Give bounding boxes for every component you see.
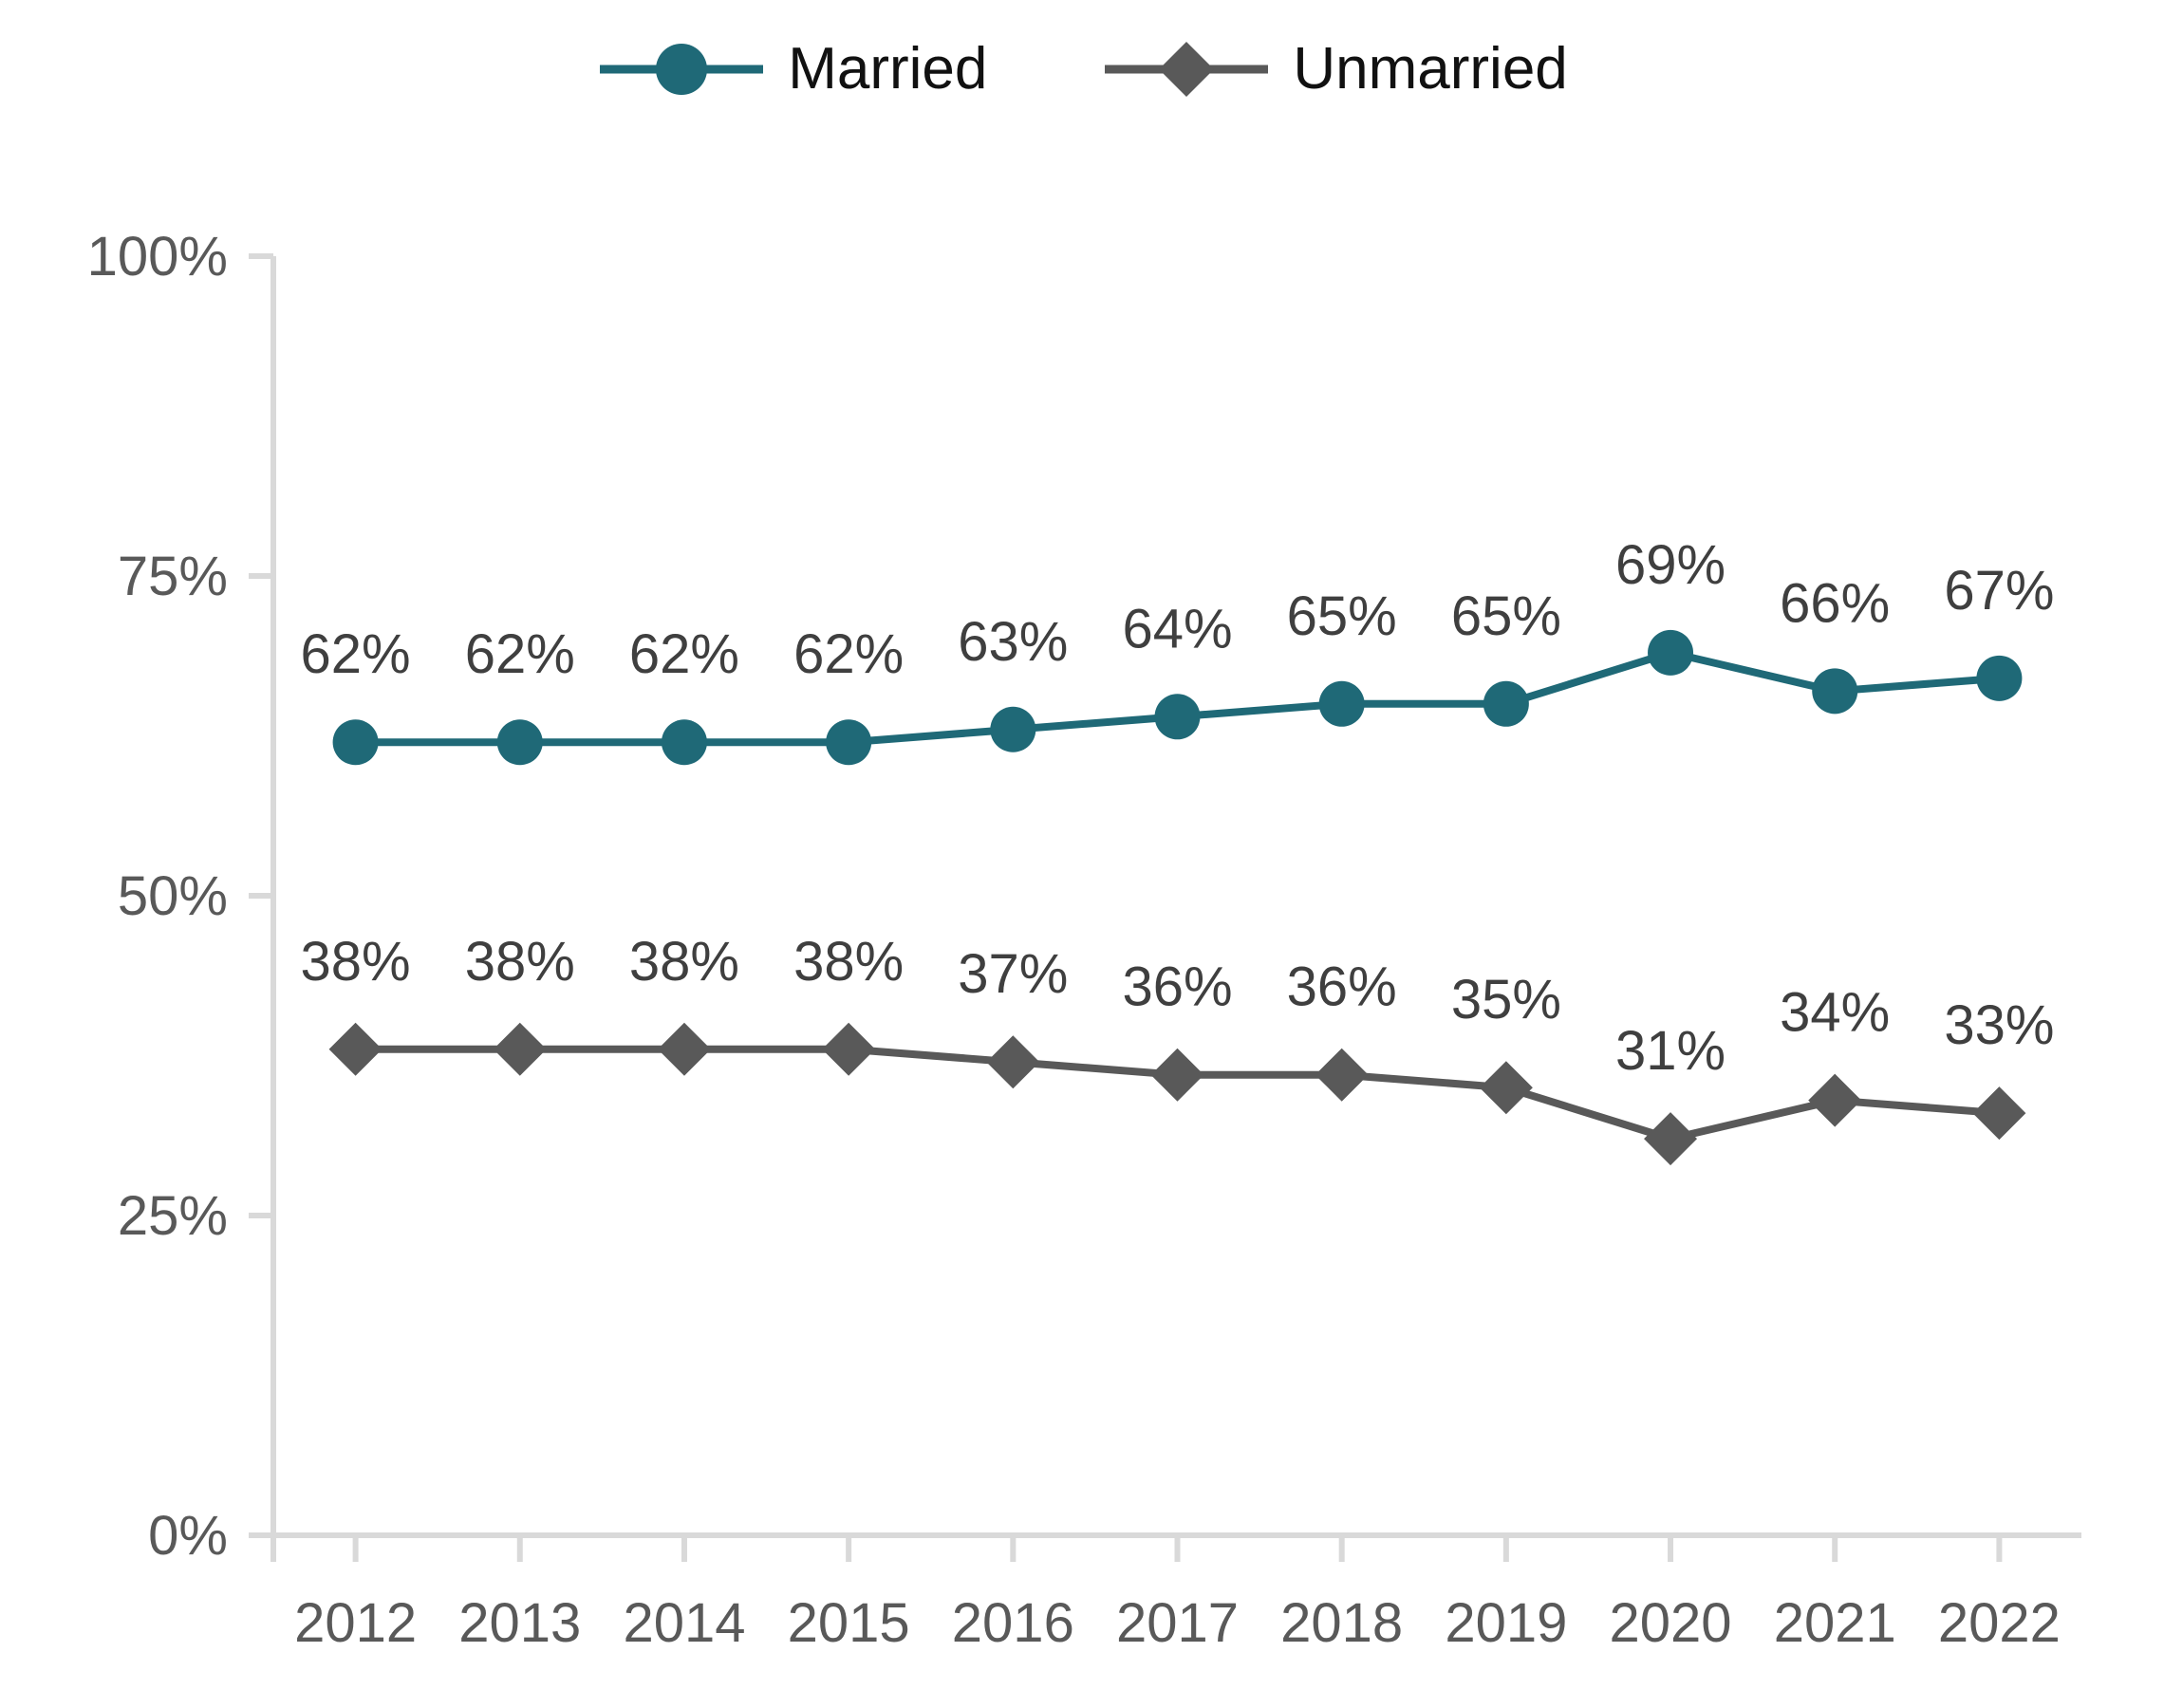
data-point-marker-unmarried <box>1479 1061 1533 1115</box>
data-point-marker-married <box>1812 668 1858 715</box>
data-point-marker-unmarried <box>328 1022 382 1076</box>
data-point-label-married: 62% <box>629 623 739 685</box>
chart-legend: Married Unmarried <box>0 27 2164 112</box>
data-point-marker-married <box>1154 694 1201 740</box>
x-axis-tick-label: 2022 <box>1938 1592 2061 1654</box>
x-axis-tick-label: 2017 <box>1116 1592 1239 1654</box>
married-line-circle-swatch <box>600 44 764 95</box>
data-point-marker-married <box>990 706 1036 752</box>
data-point-label-unmarried: 37% <box>958 943 1068 1005</box>
data-point-marker-unmarried <box>657 1022 711 1076</box>
y-axis-tick-label: 75% <box>118 546 228 607</box>
data-point-label-married: 67% <box>1944 560 2054 622</box>
legend-label-married: Married <box>788 36 988 102</box>
data-point-marker-unmarried <box>1150 1048 1204 1102</box>
legend-item-married: Married <box>596 27 987 112</box>
data-point-marker-married <box>661 719 707 766</box>
legend-label-unmarried: Unmarried <box>1293 36 1568 102</box>
x-axis-tick-label: 2012 <box>294 1592 417 1654</box>
data-point-marker-married <box>1483 680 1529 727</box>
data-point-label-married: 65% <box>1451 585 1561 647</box>
y-axis-tick-label: 0% <box>148 1505 228 1567</box>
x-axis-tick-label: 2020 <box>1610 1592 1732 1654</box>
data-point-label-married: 62% <box>465 623 575 685</box>
data-point-label-unmarried: 34% <box>1780 982 1890 1044</box>
data-point-marker-unmarried <box>493 1022 547 1076</box>
data-point-label-unmarried: 38% <box>465 931 575 993</box>
data-point-marker-unmarried <box>1644 1112 1698 1166</box>
data-point-label-unmarried: 38% <box>793 931 904 993</box>
data-point-label-unmarried: 31% <box>1615 1020 1726 1082</box>
data-point-label-unmarried: 36% <box>1122 956 1232 1018</box>
data-point-label-unmarried: 35% <box>1451 969 1561 1030</box>
x-axis-tick-label: 2019 <box>1445 1592 1567 1654</box>
data-point-label-unmarried: 36% <box>1287 956 1397 1018</box>
x-axis-tick-label: 2016 <box>952 1592 1074 1654</box>
data-point-label-married: 62% <box>793 623 904 685</box>
data-point-marker-married <box>1976 655 2023 701</box>
x-axis-tick-label: 2021 <box>1774 1592 1896 1654</box>
data-point-marker-unmarried <box>986 1035 1040 1089</box>
data-point-marker-married <box>826 719 872 766</box>
data-point-label-married: 66% <box>1780 572 1890 634</box>
data-point-label-married: 63% <box>958 611 1068 673</box>
data-point-label-married: 65% <box>1287 585 1397 647</box>
data-point-marker-married <box>1318 680 1365 727</box>
data-point-label-unmarried: 38% <box>629 931 739 993</box>
data-point-marker-married <box>496 719 543 766</box>
data-point-marker-unmarried <box>1972 1086 2026 1141</box>
x-axis-tick-label: 2014 <box>623 1592 745 1654</box>
data-point-label-married: 62% <box>301 623 411 685</box>
y-axis-tick-label: 50% <box>118 865 228 927</box>
data-point-marker-married <box>332 719 379 766</box>
data-point-marker-unmarried <box>1315 1048 1369 1102</box>
x-axis-tick-label: 2015 <box>788 1592 910 1654</box>
y-axis-tick-label: 100% <box>87 226 228 288</box>
unmarried-line-diamond-swatch <box>1105 42 1269 97</box>
y-axis-tick-label: 25% <box>118 1185 228 1247</box>
data-point-label-unmarried: 33% <box>1944 994 2054 1056</box>
legend-item-unmarried: Unmarried <box>1101 27 1568 112</box>
x-axis-tick-label: 2018 <box>1280 1592 1403 1654</box>
data-point-marker-married <box>1648 629 1694 676</box>
data-point-label-married: 69% <box>1615 534 1726 596</box>
x-axis-tick-label: 2013 <box>458 1592 581 1654</box>
data-point-label-unmarried: 38% <box>301 931 411 993</box>
data-point-marker-unmarried <box>822 1022 876 1076</box>
data-point-label-married: 64% <box>1122 598 1232 659</box>
data-point-marker-unmarried <box>1808 1073 1862 1127</box>
